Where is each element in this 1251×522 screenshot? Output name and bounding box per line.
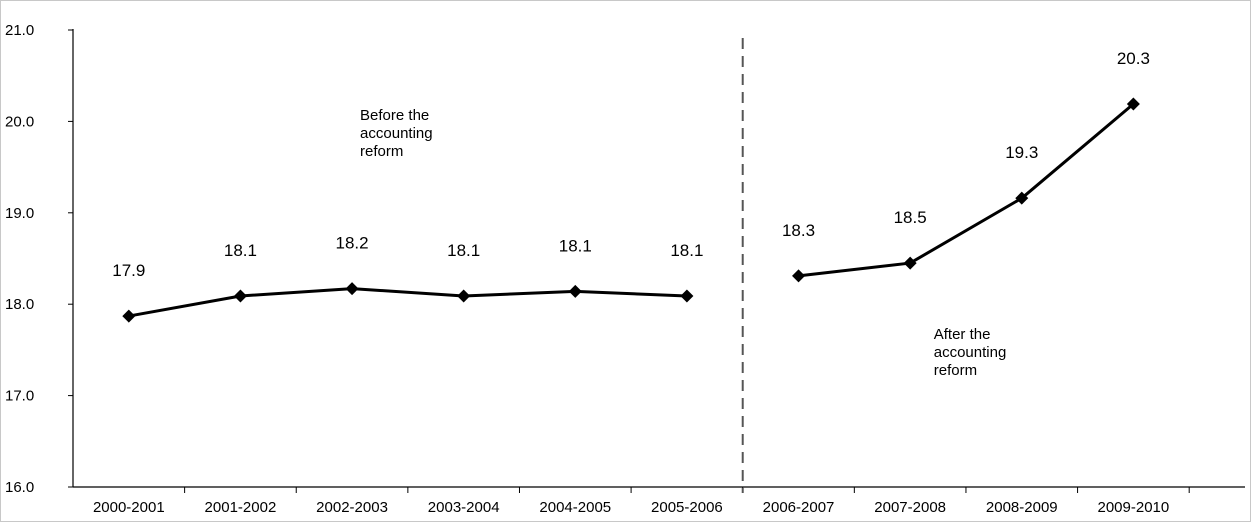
data-point-marker [792, 269, 806, 283]
data-point-marker [903, 256, 917, 270]
x-tick-label: 2004-2005 [539, 499, 611, 516]
data-label: 18.1 [224, 241, 257, 260]
axes [72, 29, 1245, 488]
data-point-marker [568, 284, 582, 298]
x-tick-label: 2002-2003 [316, 499, 388, 516]
data-point-marker [233, 289, 247, 303]
y-tick-label: 19.0 [5, 205, 34, 222]
data-label: 17.9 [112, 261, 145, 280]
annotation-line: reform [360, 143, 403, 160]
data-point-marker [1015, 191, 1029, 205]
annotation-line: After the [934, 326, 991, 343]
data-point-marker [122, 309, 136, 323]
series-line-segment [128, 287, 687, 318]
data-label: 19.3 [1005, 143, 1038, 162]
data-markers [122, 97, 1140, 323]
x-tick-label: 2008-2009 [986, 499, 1058, 516]
x-tick-label: 2005-2006 [651, 499, 723, 516]
data-point-marker [457, 289, 471, 303]
x-tick-label: 2000-2001 [93, 499, 165, 516]
y-tick-label: 16.0 [5, 479, 34, 496]
data-label: 18.1 [447, 241, 480, 260]
x-tick-label: 2007-2008 [874, 499, 946, 516]
x-ticks: 2000-2001 2001-2002 2002-2003 2003-2004 2004… [93, 487, 1190, 516]
data-label: 20.3 [1117, 49, 1150, 68]
annotation-line: reform [934, 362, 977, 379]
x-tick-label: 2006-2007 [763, 499, 835, 516]
y-tick-label: 17.0 [5, 388, 34, 405]
annotation-line: accounting [934, 344, 1007, 361]
x-tick-label: 2009-2010 [1098, 499, 1170, 516]
data-point-marker [680, 289, 694, 303]
annotation-line: accounting [360, 125, 433, 142]
data-label: 18.1 [559, 236, 592, 255]
series-lines [128, 102, 1135, 318]
data-labels: 17.9 18.1 18.2 18.1 18.1 18.1 18.3 18.5 19.3 20.3 [112, 49, 1150, 280]
data-label: 18.1 [670, 241, 703, 260]
data-label: 18.3 [782, 221, 815, 240]
annotation-text: Before the accounting reform [360, 107, 433, 160]
data-point-marker [1126, 97, 1140, 111]
data-label: 18.2 [336, 234, 369, 253]
annotation-text: After the accounting reform [934, 326, 1007, 379]
series-line-segment [798, 102, 1135, 278]
data-label: 18.5 [894, 208, 927, 227]
y-tick-label: 20.0 [5, 113, 34, 130]
y-ticks: 16.0 17.0 18.0 19.0 20.0 21.0 [5, 22, 73, 496]
y-tick-label: 18.0 [5, 296, 34, 313]
y-tick-label: 21.0 [5, 22, 34, 39]
x-tick-label: 2001-2002 [205, 499, 277, 516]
annotation-line: Before the [360, 107, 429, 124]
x-tick-label: 2003-2004 [428, 499, 500, 516]
data-point-marker [345, 282, 359, 296]
